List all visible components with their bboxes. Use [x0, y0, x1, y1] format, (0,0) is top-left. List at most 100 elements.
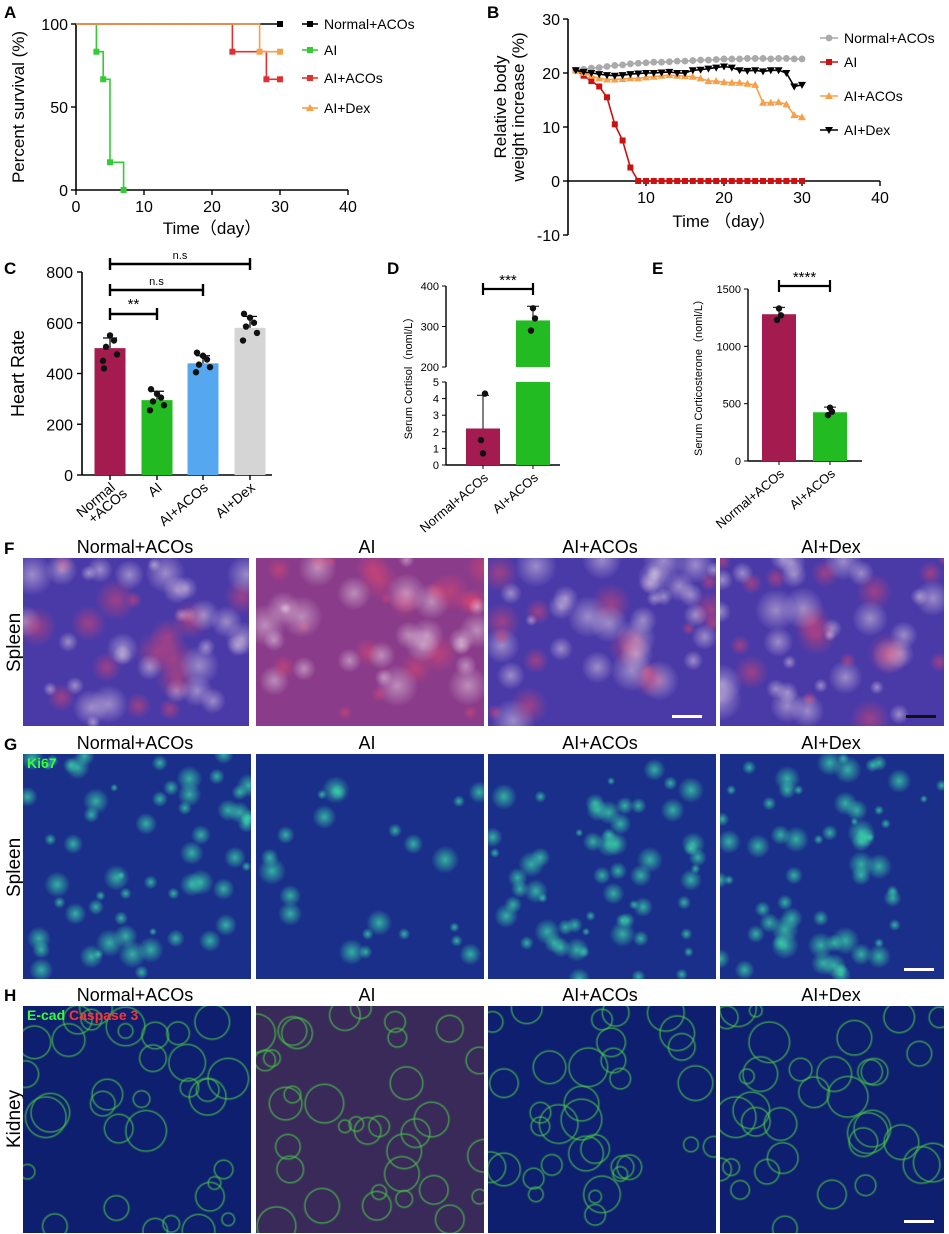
bar-lower — [516, 382, 550, 465]
y-axis-label: Serum Corticosterone（noml/L） — [692, 294, 705, 456]
weight-point — [720, 78, 728, 86]
f-col-title-ai-acos: AI+ACOs — [562, 537, 638, 557]
weight-point — [767, 55, 775, 63]
weight-point — [627, 164, 634, 171]
g-col-title-ai: AI — [358, 733, 376, 753]
significance-label: *** — [499, 272, 517, 289]
significance-label: n.s — [149, 276, 164, 288]
survival-point — [277, 48, 283, 55]
y-tick-label: 500 — [723, 399, 741, 411]
data-point — [193, 349, 201, 356]
data-point — [100, 365, 108, 372]
weight-point — [728, 55, 736, 63]
weight-point — [744, 178, 751, 184]
survival-point — [107, 159, 113, 166]
caspase3-label: Caspase 3 — [69, 1007, 139, 1023]
weight-point — [658, 58, 665, 66]
weight-point — [728, 178, 735, 184]
weight-point — [689, 178, 696, 184]
ki67-image-normal: Ki67 — [23, 754, 251, 979]
y-tick-label: 200 — [421, 362, 439, 374]
weight-line — [575, 69, 802, 182]
weight-point — [610, 72, 619, 80]
data-point — [479, 450, 487, 457]
data-point — [239, 337, 247, 344]
y-axis-label: Serum Cortisol（noml/L） — [402, 312, 415, 440]
y-tick-label: 30 — [542, 12, 560, 29]
he-image-ai-acos — [488, 558, 716, 726]
weight-point — [666, 58, 673, 66]
weight-point — [798, 81, 806, 89]
x-axis-label: Time（day） — [163, 219, 262, 238]
bar — [187, 363, 219, 475]
he-image-normal — [23, 558, 249, 726]
g-col-title-ai-acos: AI+ACOs — [562, 733, 638, 753]
data-point — [206, 363, 214, 371]
legend-label: AI+Dex — [844, 122, 890, 138]
survival-point — [120, 187, 127, 193]
weight-point — [618, 72, 627, 80]
x-tick-label: 20 — [715, 190, 733, 207]
ki67-image-ai — [256, 754, 484, 979]
weight-point — [611, 121, 618, 128]
survival-line — [76, 23, 280, 81]
weight-point — [712, 56, 720, 63]
x-tick-label: 0 — [72, 199, 81, 216]
weight-point — [759, 55, 767, 62]
weight-point — [727, 64, 736, 72]
y-axis-label: weight increase (%) — [509, 32, 528, 182]
legend-label: Normal+ACOs — [844, 30, 935, 46]
weight-point — [736, 178, 743, 184]
weight-point — [751, 67, 760, 75]
data-point — [153, 390, 161, 397]
weight-point — [643, 178, 649, 184]
survival-point — [229, 48, 236, 55]
y-tick-label: 0 — [64, 468, 73, 485]
weight-point — [673, 70, 682, 77]
weight-line — [575, 69, 803, 119]
f-col-title-ai-dex: AI+Dex — [801, 537, 861, 557]
weight-point — [759, 98, 767, 106]
significance-label: n.s — [173, 250, 188, 262]
weight-point — [650, 58, 658, 66]
data-point — [99, 357, 107, 365]
y-tick-label: 800 — [46, 265, 73, 282]
weight-point — [619, 61, 626, 69]
panel-letter-f: F — [4, 539, 15, 558]
weight-point — [713, 178, 720, 184]
y-tick-label: 400 — [421, 281, 439, 293]
x-tick-label: Normal+ACOs — [417, 469, 491, 535]
weight-point — [759, 68, 767, 76]
weight-point — [657, 69, 666, 77]
legend-marker — [307, 75, 313, 81]
data-point — [240, 310, 248, 318]
weight-point — [790, 55, 798, 63]
y-tick-label: 2 — [433, 427, 439, 439]
weight-point — [571, 67, 580, 75]
y-axis-label: Heart Rate — [8, 330, 28, 417]
weight-point — [649, 70, 658, 77]
weight-point — [766, 98, 775, 106]
data-point — [160, 402, 168, 409]
weight-point — [774, 98, 783, 106]
weight-point — [627, 60, 634, 68]
y-tick-label: 3 — [433, 410, 439, 422]
ki67-image-ai-dex — [720, 754, 944, 979]
weight-point — [790, 83, 799, 91]
weight-point — [751, 55, 759, 62]
y-tick-label: 0 — [551, 174, 560, 191]
y-tick-label: 20 — [542, 66, 560, 83]
weight-point — [673, 57, 681, 65]
he-image-ai-dex — [720, 558, 944, 726]
weight-point — [775, 178, 782, 184]
h-col-title-ai-dex: AI+Dex — [801, 985, 861, 1005]
weight-point — [752, 178, 759, 184]
weight-point — [751, 80, 760, 88]
kidney-image-ai — [256, 1006, 484, 1233]
survival-point — [277, 21, 283, 27]
y-tick-label: 0 — [433, 460, 439, 472]
y-axis-label: Relative body — [491, 55, 510, 159]
data-point — [775, 305, 783, 312]
bar — [762, 314, 796, 461]
